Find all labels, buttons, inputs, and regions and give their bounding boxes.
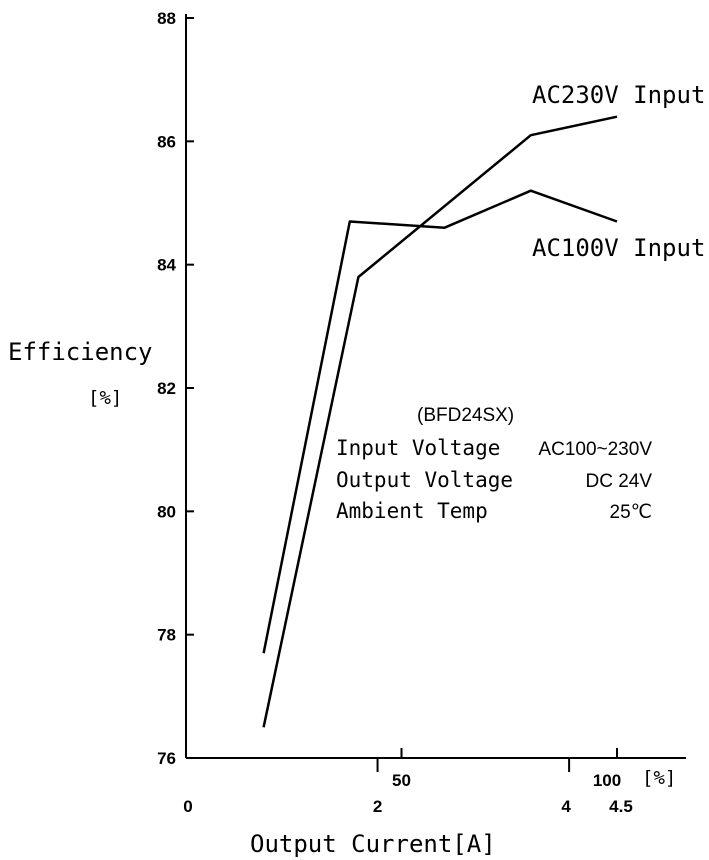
annotation-label-output-voltage: Output Voltage bbox=[336, 468, 513, 492]
series-line-ac230v bbox=[262, 115, 618, 728]
annotation-model: (BFD24SX) bbox=[417, 405, 514, 426]
x-percent-unit: [%] bbox=[642, 767, 676, 789]
y-tick-label: 86 bbox=[157, 132, 176, 151]
annotation-value-output-voltage: DC 24V bbox=[585, 471, 652, 492]
x-axis-title: Output Current[A] bbox=[250, 830, 496, 858]
y-tick-label: 80 bbox=[157, 502, 176, 521]
series-label-ac100: AC100V Input bbox=[532, 234, 705, 262]
series-line-ac100v bbox=[262, 189, 618, 654]
y-tick-label: 82 bbox=[157, 379, 176, 398]
y-tick-group: 76 78 80 82 84 86 88 bbox=[157, 9, 194, 768]
y-tick-label: 88 bbox=[157, 9, 176, 28]
y-axis-title: Efficiency bbox=[8, 338, 153, 366]
annotation-label-ambient-temp: Ambient Temp bbox=[336, 499, 488, 523]
y-tick-label: 76 bbox=[157, 749, 176, 768]
y-tick-label: 78 bbox=[157, 626, 176, 645]
y-tick-label: 84 bbox=[157, 256, 176, 275]
x-tick-group: 50 100 0 2 4 4.5 bbox=[183, 748, 633, 816]
x-current-tick-label: 4 bbox=[561, 797, 571, 816]
x-percent-tick-label: 50 bbox=[392, 771, 411, 790]
annotation-label-input-voltage: Input Voltage bbox=[336, 436, 500, 460]
series-group bbox=[262, 115, 618, 728]
series-label-ac230: AC230V Input bbox=[532, 81, 705, 109]
x-current-tick-label: 2 bbox=[373, 797, 382, 816]
x-current-tick-label: 0 bbox=[183, 797, 192, 816]
y-axis-unit: [%] bbox=[88, 387, 122, 409]
annotation-value-input-voltage: AC100~230V bbox=[538, 439, 652, 460]
x-percent-tick-label: 100 bbox=[593, 771, 621, 790]
annotation-value-ambient-temp: 25℃ bbox=[610, 502, 652, 523]
x-current-tick-label: 4.5 bbox=[609, 797, 633, 816]
